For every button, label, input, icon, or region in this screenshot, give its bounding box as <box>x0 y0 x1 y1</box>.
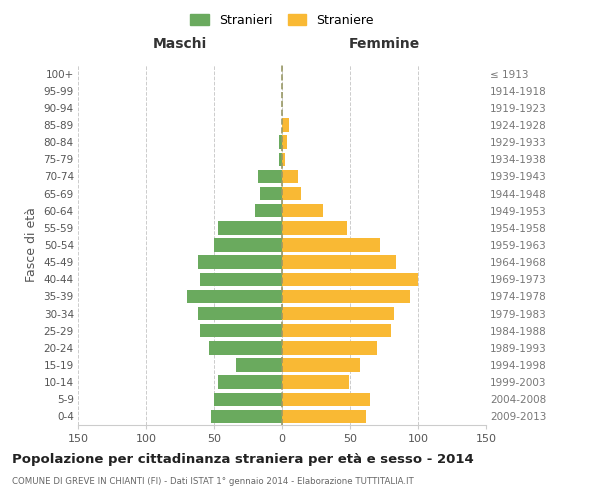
Bar <box>282 307 394 320</box>
Bar <box>214 392 282 406</box>
Bar <box>282 204 323 218</box>
Bar <box>282 272 418 286</box>
Bar <box>282 341 377 354</box>
Bar <box>282 238 380 252</box>
Bar <box>209 341 282 354</box>
Bar <box>282 256 396 269</box>
Bar <box>197 307 282 320</box>
Bar <box>282 187 301 200</box>
Bar <box>260 187 282 200</box>
Bar <box>282 392 370 406</box>
Bar <box>187 290 282 303</box>
Bar <box>257 170 282 183</box>
Bar <box>197 256 282 269</box>
Bar <box>282 376 349 389</box>
Text: Popolazione per cittadinanza straniera per età e sesso - 2014: Popolazione per cittadinanza straniera p… <box>12 452 474 466</box>
Bar <box>282 358 359 372</box>
Bar <box>255 204 282 218</box>
Bar <box>218 221 282 234</box>
Bar <box>211 410 282 423</box>
Bar <box>279 152 282 166</box>
Bar <box>282 324 391 338</box>
Legend: Stranieri, Straniere: Stranieri, Straniere <box>187 10 377 30</box>
Bar <box>200 324 282 338</box>
Text: Femmine: Femmine <box>349 38 419 52</box>
Bar <box>282 170 298 183</box>
Bar <box>200 272 282 286</box>
Bar <box>236 358 282 372</box>
Bar <box>282 136 287 149</box>
Bar <box>218 376 282 389</box>
Bar <box>214 238 282 252</box>
Text: COMUNE DI GREVE IN CHIANTI (FI) - Dati ISTAT 1° gennaio 2014 - Elaborazione TUTT: COMUNE DI GREVE IN CHIANTI (FI) - Dati I… <box>12 478 414 486</box>
Y-axis label: Fasce di età: Fasce di età <box>25 208 38 282</box>
Bar <box>282 290 410 303</box>
Bar <box>282 118 289 132</box>
Bar <box>282 221 347 234</box>
Bar <box>279 136 282 149</box>
Text: Maschi: Maschi <box>153 38 207 52</box>
Bar <box>282 410 367 423</box>
Bar <box>282 152 285 166</box>
